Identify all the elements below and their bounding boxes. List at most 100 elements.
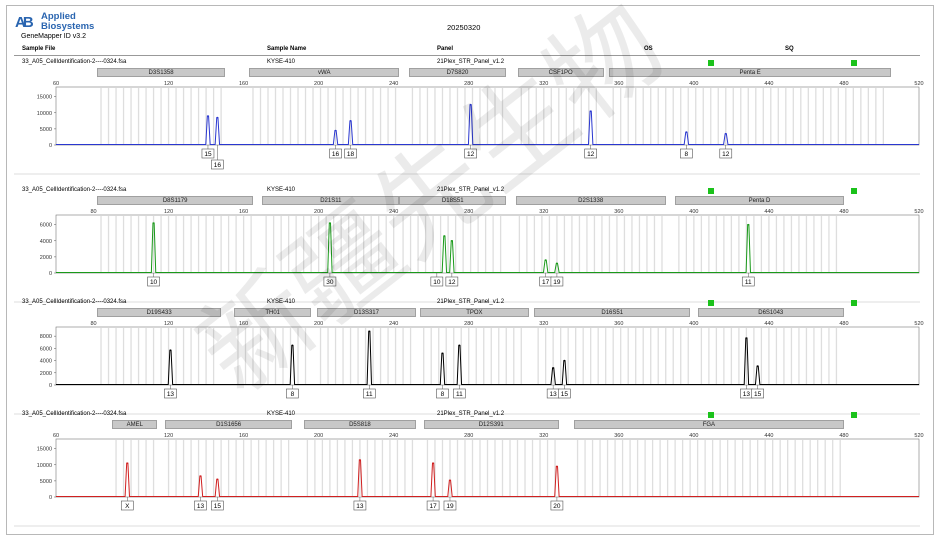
locus-bin-amel: AMEL — [112, 420, 158, 429]
locus-bin-d6s1043: D6S1043 — [697, 308, 844, 317]
col-sq: SQ — [785, 46, 794, 52]
allele-call-label: 12 — [467, 151, 475, 158]
x-tick-label: 360 — [614, 209, 623, 215]
x-tick-label: 160 — [239, 433, 248, 439]
allele-call-label: 15 — [561, 391, 569, 398]
software-name: GeneMapper ID v3.2 — [21, 33, 86, 40]
peak-apex — [216, 478, 219, 481]
x-tick-label: 400 — [689, 81, 698, 87]
locus-bin-d3s1358: D3S1358 — [97, 68, 225, 77]
sample-name: KYSE-410 — [267, 59, 296, 65]
locus-bin-d8s1179: D8S1179 — [97, 196, 253, 205]
y-tick-label: 0 — [49, 271, 52, 277]
allele-call-box — [558, 388, 571, 399]
header-divider — [14, 55, 920, 56]
plot-area — [55, 214, 920, 274]
allele-call-label: 16 — [214, 162, 222, 169]
x-tick-label: 60 — [53, 433, 59, 439]
x-tick-label: 400 — [689, 433, 698, 439]
signal-trace — [56, 222, 919, 273]
electropherogram-plot: 60 120 160 200 240 280 320 360 400 440 480 520 0 5000… — [14, 81, 924, 175]
peak-apex — [207, 115, 209, 117]
allele-call-label: 15 — [214, 503, 222, 510]
sample-name: KYSE-410 — [267, 187, 296, 193]
y-tick-label: 2000 — [40, 371, 52, 377]
x-tick-label: 200 — [314, 81, 323, 87]
col-os: OS — [644, 46, 653, 52]
allele-call-label: 17 — [429, 503, 437, 510]
allele-call-box — [719, 148, 733, 159]
peak-apex — [432, 462, 434, 464]
panel-4: 33_A05_CellIdentification-2----0324.fsa K… — [14, 409, 924, 527]
allele-call-label: 15 — [204, 151, 212, 158]
x-tick-label: 160 — [239, 209, 248, 215]
x-tick-label: 480 — [839, 433, 848, 439]
electropherogram-plot: 60 120 160 200 240 280 320 360 400 440 480 520 0 5000… — [14, 433, 924, 527]
x-tick-label: 60 — [53, 81, 59, 87]
allele-call-label: X — [125, 503, 130, 510]
allele-call-box — [443, 500, 457, 511]
electropherogram-plot: 80 120 160 200 240 280 320 360 400 440 480 520 0 2000… — [14, 321, 924, 415]
locus-bin-d16s51: D16S51 — [534, 308, 691, 317]
peak-apex — [349, 120, 352, 122]
allele-call-label: 16 — [332, 151, 340, 158]
sq-qc-flag — [851, 60, 857, 66]
x-tick-label: 160 — [239, 321, 248, 327]
allele-call-box — [453, 388, 466, 399]
peak-apex — [443, 235, 446, 237]
allele-call-box — [120, 500, 134, 511]
panel-2: 33_A05_CellIdentification-2----0324.fsa K… — [14, 185, 924, 303]
x-tick-label: 440 — [764, 209, 773, 215]
sample-file: 33_A05_CellIdentification-2----0324.fsa — [22, 299, 127, 305]
sq-qc-flag — [851, 188, 857, 194]
y-tick-label: 5000 — [40, 127, 52, 133]
peak-apex — [589, 110, 592, 112]
os-qc-flag — [708, 188, 714, 194]
allele-call-box — [353, 500, 367, 511]
brand-mark: AB — [15, 14, 34, 31]
allele-call-box — [211, 159, 224, 170]
allele-call-label: 13 — [743, 391, 751, 398]
panel-3: 33_A05_CellIdentification-2----0324.fsa K… — [14, 297, 924, 415]
x-tick-label: 280 — [464, 81, 473, 87]
x-tick-label: 280 — [464, 433, 473, 439]
col-sample-name: Sample Name — [267, 46, 307, 52]
x-tick-label: 240 — [389, 321, 398, 327]
allele-call-label: 13 — [197, 503, 205, 510]
allele-call-box — [464, 148, 477, 159]
allele-call-label: 30 — [326, 279, 334, 286]
x-tick-label: 440 — [764, 433, 773, 439]
x-tick-label: 120 — [164, 433, 173, 439]
allele-call-box — [741, 276, 755, 287]
allele-call-box — [344, 148, 357, 159]
x-tick-label: 200 — [314, 433, 323, 439]
allele-call-label: 17 — [542, 279, 550, 286]
panel-name: 21Plex_STR_Panel_v1.2 — [437, 187, 505, 193]
peak-apex — [556, 465, 558, 468]
locus-bin-d18s51: D18S51 — [399, 196, 507, 205]
allele-call-label: 12 — [722, 151, 730, 158]
allele-call-label: 13 — [167, 391, 175, 398]
locus-bin-penta-d: Penta D — [675, 196, 844, 205]
locus-bin-csf1po: CSF1PO — [517, 68, 604, 77]
sq-qc-flag — [851, 300, 857, 306]
allele-call-label: 13 — [550, 391, 558, 398]
y-tick-label: 6000 — [40, 223, 52, 229]
sample-name: KYSE-410 — [267, 411, 296, 417]
col-sample-file: Sample File — [22, 46, 56, 52]
peak-apex — [169, 349, 172, 351]
locus-bin-th01: TH01 — [234, 308, 312, 317]
brand-line2: Biosystems — [41, 20, 95, 32]
allele-call-label: 19 — [446, 503, 454, 510]
x-tick-label: 440 — [764, 321, 773, 327]
x-tick-label: 520 — [914, 81, 923, 87]
x-tick-label: 280 — [464, 321, 473, 327]
locus-bin-fga: FGA — [573, 420, 844, 429]
allele-call-label: 8 — [685, 151, 689, 158]
peak-apex — [334, 129, 337, 132]
x-tick-label: 240 — [389, 209, 398, 215]
peak-apex — [329, 222, 331, 224]
allele-call-label: 15 — [754, 391, 762, 398]
plot-area — [55, 326, 920, 386]
x-tick-label: 480 — [839, 209, 848, 215]
